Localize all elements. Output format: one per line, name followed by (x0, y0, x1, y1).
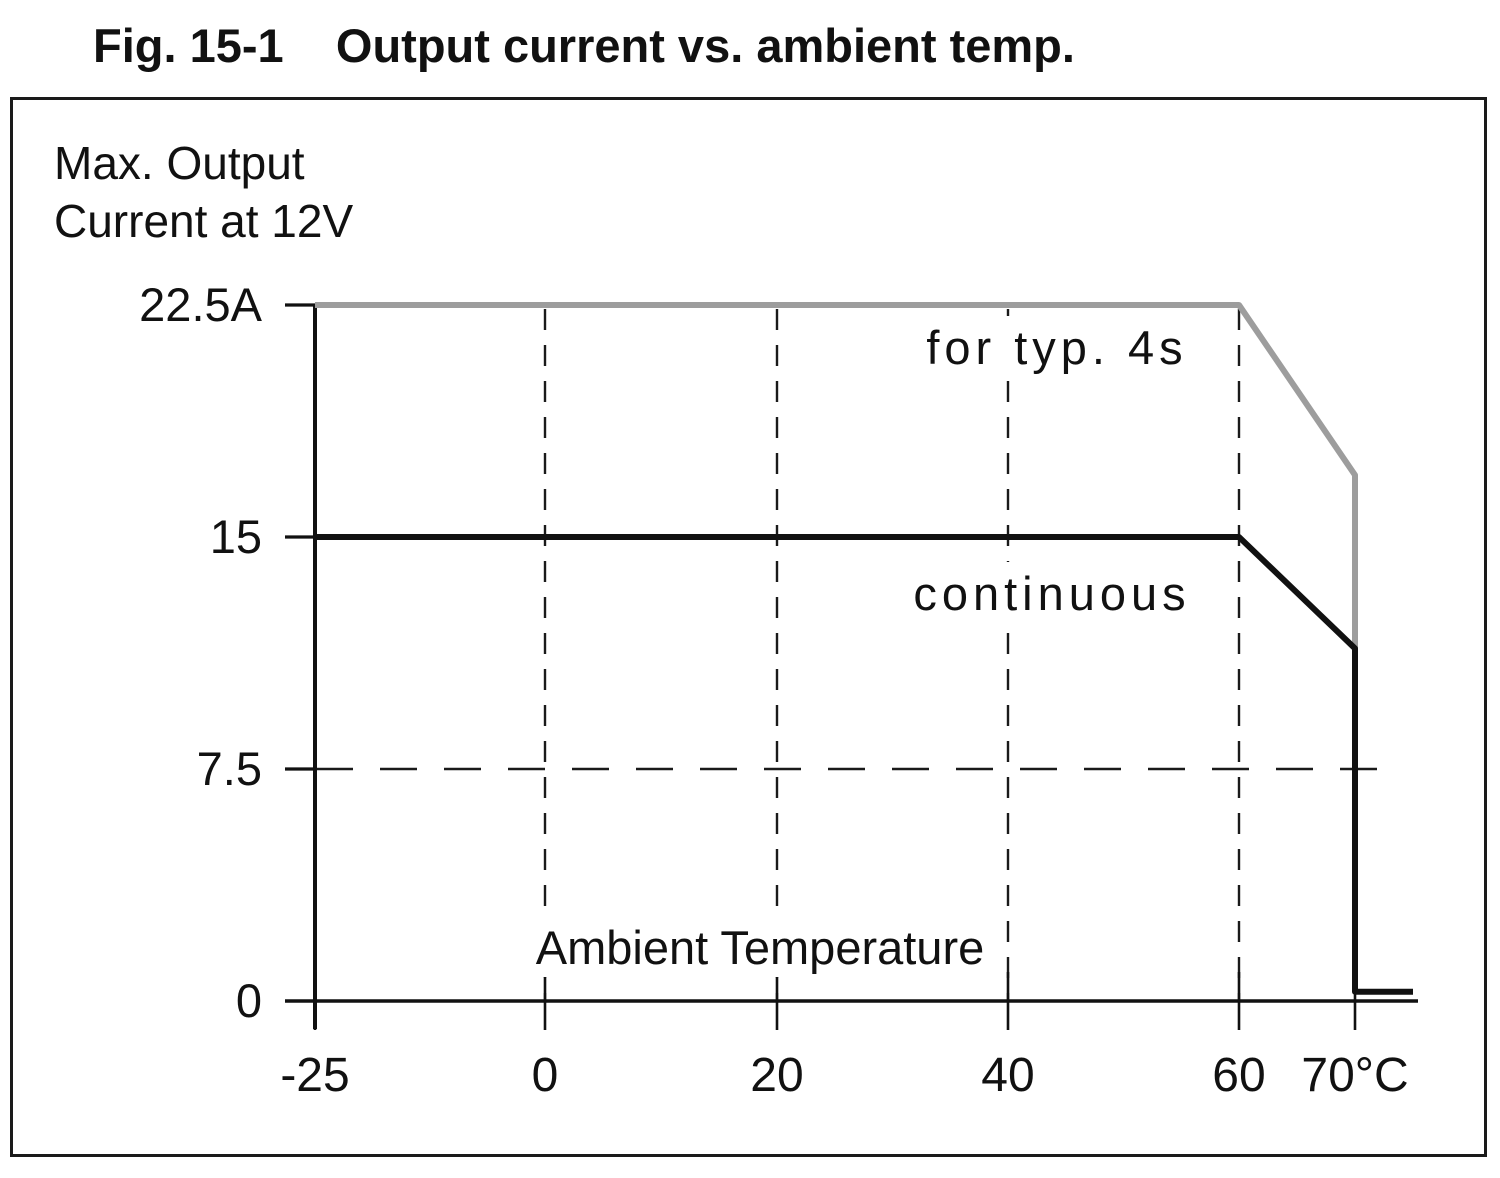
x-tick-label: -25 (280, 1049, 350, 1102)
figure-title: Fig. 15-1 Output current vs. ambient tem… (93, 19, 1075, 72)
x-tick-label: 70°C (1301, 1049, 1409, 1102)
y-tick-label: 7.5 (196, 742, 262, 795)
plot-border (10, 97, 1487, 1157)
series-label-for-typ-4s: for typ. 4s (916, 316, 1198, 379)
y-axis-title-line2: Current at 12V (54, 195, 354, 247)
series-line-1 (315, 534, 1413, 995)
series-label-continuous: continuous (903, 562, 1201, 625)
y-axis-title-line1: Max. Output (54, 137, 305, 189)
series-line-0 (315, 302, 1358, 649)
x-tick-label: 60 (1212, 1049, 1266, 1102)
x-tick-label: 20 (750, 1049, 804, 1102)
y-tick-label: 15 (209, 510, 262, 563)
y-tick-label: 22.5A (139, 278, 262, 331)
x-tick-label: 40 (981, 1049, 1035, 1102)
y-tick-label: 0 (235, 974, 262, 1027)
y-axis-title: Max. Output Current at 12V (54, 134, 353, 250)
x-tick-label: 0 (531, 1049, 559, 1102)
x-axis-title: Ambient Temperature (527, 918, 993, 977)
